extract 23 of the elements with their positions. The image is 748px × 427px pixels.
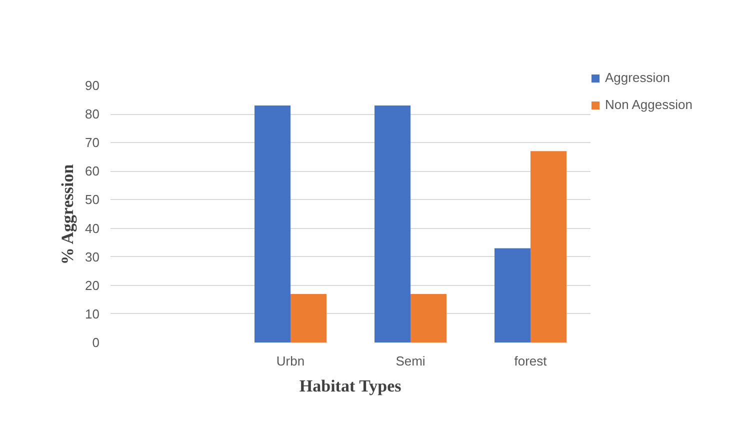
bar bbox=[494, 248, 530, 342]
x-tick-label: forest bbox=[514, 354, 548, 368]
bar bbox=[374, 105, 410, 342]
legend-label: Non Aggession bbox=[605, 97, 692, 112]
x-axis-title: Habitat Types bbox=[299, 376, 402, 396]
bar bbox=[290, 294, 326, 342]
x-tick-label: Urbn bbox=[276, 354, 305, 368]
bar bbox=[254, 105, 290, 342]
bar bbox=[530, 151, 566, 342]
legend-label: Aggression bbox=[605, 70, 670, 85]
y-axis-title: % Aggression bbox=[58, 164, 78, 265]
y-tick-label: 70 bbox=[85, 135, 100, 150]
y-tick-label: 30 bbox=[85, 249, 100, 264]
y-tick-label: 40 bbox=[85, 220, 100, 236]
y-tick-label: 10 bbox=[85, 306, 100, 322]
y-tick-label: 90 bbox=[85, 78, 100, 93]
y-tick-label: 20 bbox=[85, 278, 100, 293]
bar bbox=[410, 294, 446, 342]
y-tick-label: 60 bbox=[85, 164, 100, 179]
y-tick-label: 80 bbox=[85, 106, 100, 122]
y-tick-label: 50 bbox=[85, 192, 100, 208]
y-tick-label: 0 bbox=[92, 335, 100, 350]
x-tick-label: Semi bbox=[396, 354, 426, 368]
